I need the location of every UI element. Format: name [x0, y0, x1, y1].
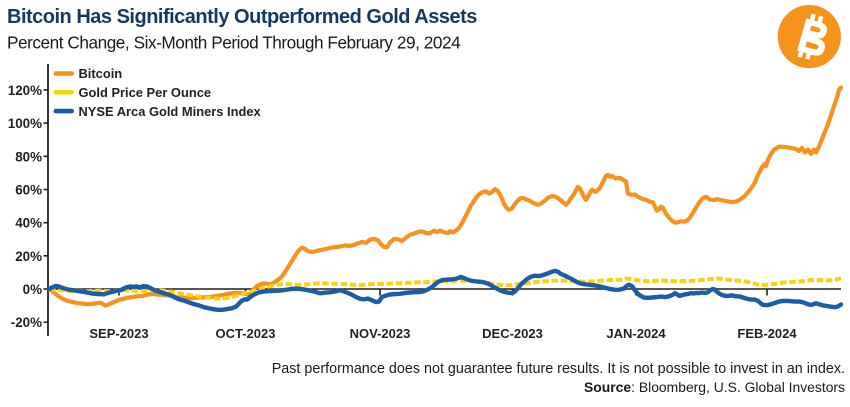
svg-text:120%: 120% [8, 83, 42, 98]
svg-text:80%: 80% [15, 149, 42, 164]
svg-text:SEP-2023: SEP-2023 [89, 326, 148, 341]
svg-text:NOV-2023: NOV-2023 [350, 326, 411, 341]
svg-text:Source: Bloomberg, U.S. Global: Source: Bloomberg, U.S. Global Investors [584, 379, 845, 395]
svg-text:JAN-2024: JAN-2024 [606, 326, 666, 341]
svg-text:Past performance does not guar: Past performance does not guarantee futu… [272, 361, 845, 377]
svg-text:Bitcoin Has Significantly Outp: Bitcoin Has Significantly Outperformed G… [7, 6, 477, 28]
svg-text:DEC-2023: DEC-2023 [482, 326, 543, 341]
svg-text:0%: 0% [23, 282, 42, 297]
svg-text:Percent Change, Six-Month Peri: Percent Change, Six-Month Period Through… [7, 33, 461, 53]
svg-text:-20%: -20% [11, 315, 42, 330]
svg-text:Bitcoin: Bitcoin [79, 66, 123, 81]
svg-text:100%: 100% [8, 116, 42, 131]
svg-text:Gold Price Per Ounce: Gold Price Per Ounce [79, 85, 212, 100]
svg-text:FEB-2024: FEB-2024 [737, 326, 797, 341]
svg-text:NYSE Arca Gold Miners Index: NYSE Arca Gold Miners Index [79, 104, 262, 119]
svg-text:OCT-2023: OCT-2023 [216, 326, 276, 341]
svg-text:40%: 40% [15, 216, 42, 231]
svg-text:20%: 20% [15, 249, 42, 264]
svg-text:60%: 60% [15, 183, 42, 198]
